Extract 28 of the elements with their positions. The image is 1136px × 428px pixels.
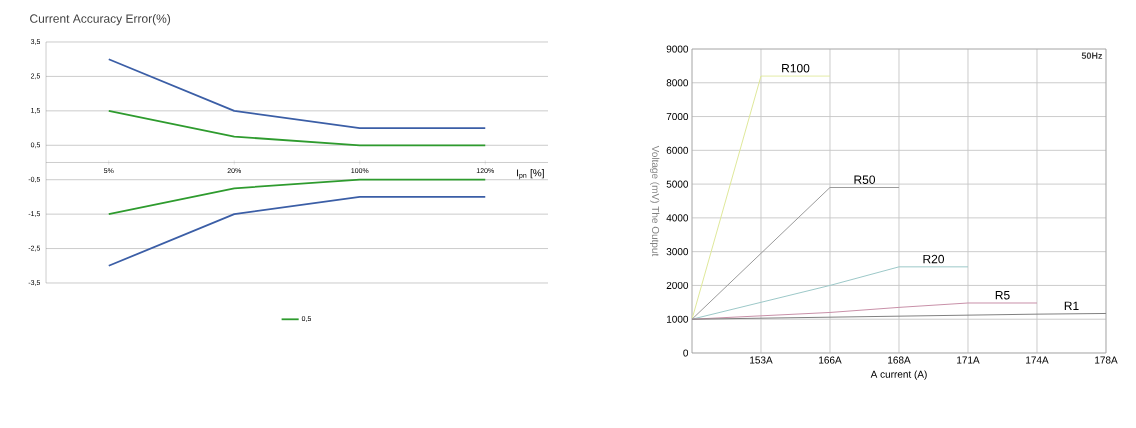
y-tick-label: 5000: [666, 180, 689, 188]
series-label: R20: [923, 254, 945, 264]
series-label: R100: [782, 64, 810, 73]
line-series: [692, 266, 969, 320]
y-axis-title: Voltage (mV) The Output: [650, 145, 660, 257]
annotation: 50Hz: [1081, 52, 1103, 59]
x-tick-label: 168A: [888, 356, 911, 364]
x-axis-title: A current (A): [870, 370, 927, 380]
y-tick-label: 7000: [666, 113, 689, 121]
chart-title: Current Accuracy Error(%): [30, 14, 171, 26]
y-tick-label: 0: [683, 349, 689, 357]
y-tick-label: 4000: [666, 214, 689, 222]
y-tick-label: 2000: [666, 281, 689, 289]
y-tick-label: 3000: [666, 248, 689, 256]
series-label: R5: [995, 291, 1010, 300]
y-tick-label: 1000: [666, 315, 689, 323]
y-tick-label: 6000: [666, 146, 689, 154]
x-tick-label: 166A: [819, 356, 842, 364]
x-tick-label: 171A: [957, 356, 980, 364]
x-tick-label: 153A: [750, 356, 773, 364]
x-axis-title: I$_{pn}$ [%]: [517, 169, 544, 180]
x-tick-label: 174A: [1026, 356, 1049, 364]
series-label: R1: [1064, 301, 1079, 310]
series-label: R50: [854, 175, 876, 184]
y-tick-label: 8000: [666, 79, 689, 87]
y-tick-label: 9000: [666, 45, 689, 53]
x-tick-label: 178A: [1095, 356, 1118, 364]
line-series: [692, 302, 1038, 320]
